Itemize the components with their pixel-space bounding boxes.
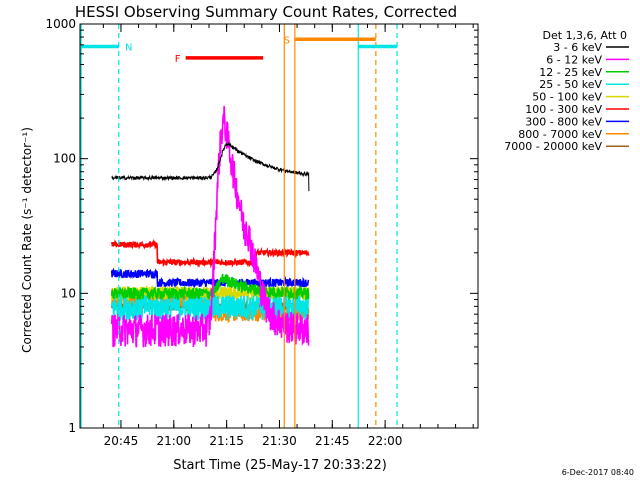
legend-label-2: 6 - 12 keV [546, 53, 602, 66]
legend-label-4: 25 - 50 keV [539, 78, 602, 91]
y-tick-label-1: 1 [68, 421, 76, 435]
chart-title: HESSI Observing Summary Count Rates, Cor… [75, 3, 457, 21]
x-tick-label-5: 21:45 [315, 434, 350, 448]
x-tick-label-2: 21:00 [156, 434, 191, 448]
annotation-label-2: F [175, 54, 181, 65]
series-line-1 [111, 142, 310, 192]
x-axis-label: Start Time (25-May-17 20:33:22) [173, 458, 387, 473]
y-tick-label-3: 100 [53, 152, 76, 166]
annotation-label-1: N [125, 43, 132, 54]
x-tick-label-4: 21:30 [262, 434, 297, 448]
series-line-3 [110, 273, 310, 302]
plot-frame [79, 23, 479, 429]
series-line-2 [110, 105, 310, 348]
y-tick-label-2: 10 [61, 286, 76, 300]
legend-title: Det 1,3,6, Att 0 [543, 29, 627, 42]
y-axis-label: Corrected Count Rate (s⁻¹ detector⁻¹) [20, 127, 34, 353]
x-tick-label-1: 20:45 [104, 434, 139, 448]
legend-label-7: 300 - 800 keV [525, 115, 602, 128]
legend-label-9: 7000 - 20000 keV [504, 140, 602, 153]
legend-label-3: 12 - 25 keV [539, 66, 602, 79]
axes: 1 10 100 1000 20:45 21:00 21:15 21:30 21:45 22:00 [45, 17, 479, 448]
plot-area: N F S [80, 24, 398, 428]
annotation-label-3: S [284, 35, 290, 46]
legend-label-8: 800 - 7000 keV [518, 128, 602, 141]
legend-label-6: 100 - 300 keV [525, 103, 602, 116]
series-line-6 [110, 238, 310, 269]
y-tick-label-4: 1000 [45, 17, 76, 31]
legend-label-5: 50 - 100 keV [532, 91, 602, 104]
series-line-7 [110, 267, 310, 289]
timestamp: 6-Dec-2017 08:40 [562, 468, 634, 477]
legend-label-1: 3 - 6 keV [553, 41, 602, 54]
x-tick-label-6: 22:00 [368, 434, 403, 448]
x-tick-label-3: 21:15 [209, 434, 244, 448]
